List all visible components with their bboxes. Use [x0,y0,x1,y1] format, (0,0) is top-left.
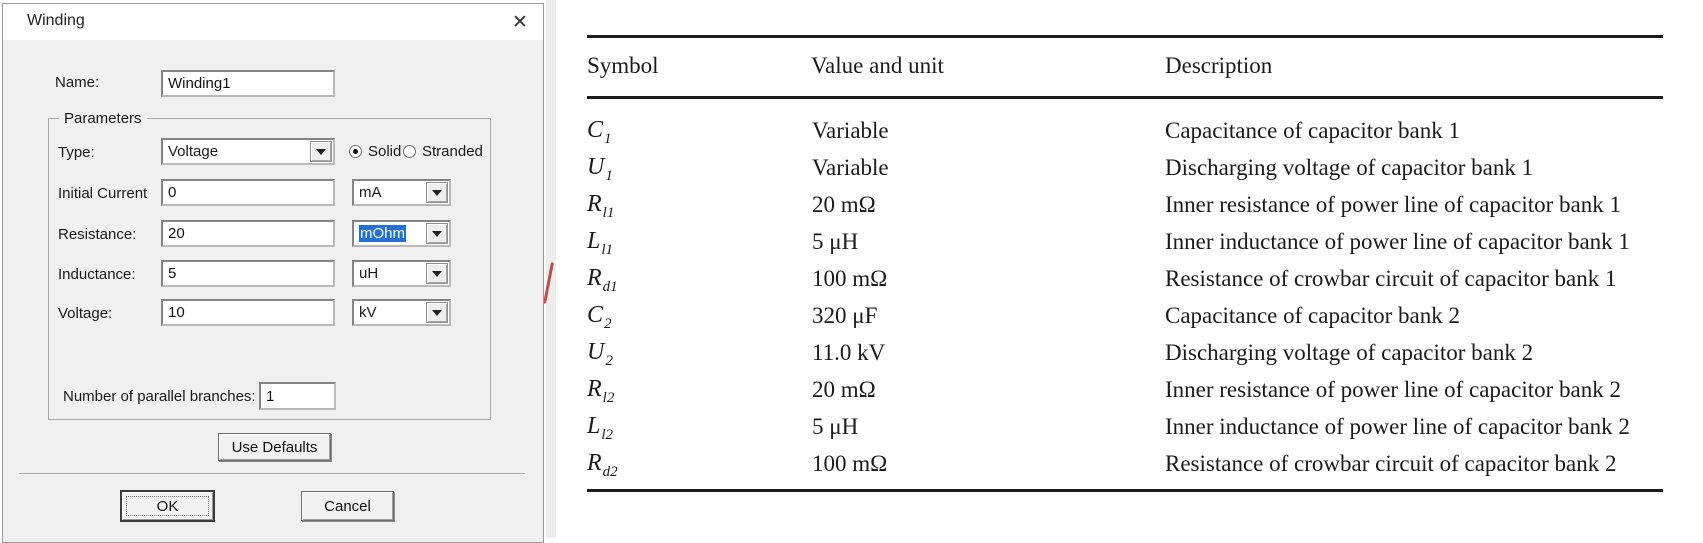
stranded-radio[interactable]: Stranded [403,143,483,160]
inductance-unit-dropdown-button[interactable] [426,263,448,284]
description-cell: Inner inductance of power line of capaci… [1165,229,1630,254]
table-row: U1 Variable Discharging voltage of capacit… [587,149,1697,186]
value-cell: 100 mΩ [812,266,888,291]
value-cell: 320 μF [812,303,878,328]
parallel-branches-input[interactable] [259,382,336,410]
initial-current-unit-select[interactable]: mA [352,179,451,206]
voltage-unit-select[interactable]: kV [352,299,451,326]
name-input[interactable] [161,70,335,97]
dialog-titlebar[interactable]: Winding ✕ [3,4,543,40]
description-cell: Resistance of crowbar circuit of capacit… [1165,266,1617,291]
inductance-label: Inductance: [58,266,136,283]
value-cell: 100 mΩ [812,451,888,476]
initial-current-unit-value: mA [359,184,382,201]
cancel-button[interactable]: Cancel [301,491,394,521]
description-cell: Discharging voltage of capacitor bank 2 [1165,340,1534,365]
type-label: Type: [58,144,95,161]
chevron-down-icon [432,270,442,277]
type-select-value: Voltage [168,143,219,160]
description-cell: Capacitance of capacitor bank 2 [1165,303,1461,328]
symbol-cell: Rd1 [587,265,618,295]
header-value-and-unit: Value and unit [811,53,944,78]
voltage-input[interactable] [161,299,335,326]
description-cell: Inner inductance of power line of capaci… [1165,414,1630,439]
table-row: Ll1 5 μH Inner inductance of power line of… [587,223,1697,260]
description-cell: Inner resistance of power line of capaci… [1165,192,1621,217]
value-cell: 5 μH [812,229,859,254]
chevron-down-icon [432,189,442,196]
resistance-unit-select[interactable]: mOhm [352,220,451,247]
table-rule-bottom [587,489,1663,492]
table-row: Rd1 100 mΩ Resistance of crowbar circuit o… [587,260,1697,297]
use-defaults-button[interactable]: Use Defaults [218,433,331,461]
chevron-down-icon [432,230,442,237]
table-row: Rl2 20 mΩ Inner resistance of power line o… [587,371,1697,408]
parallel-branches-label: Number of parallel branches: [63,388,256,405]
name-label: Name: [55,74,100,91]
voltage-unit-value: kV [359,304,377,321]
chevron-down-icon [316,148,326,155]
table-row: Rd2 100 mΩ Resistance of crowbar circuit o… [587,445,1697,482]
value-cell: Variable [812,155,889,180]
table-row: C2 320 μF Capacitance of capacitor bank 2 [587,297,1697,334]
dialog-title: Winding [27,12,85,29]
chevron-down-icon [432,309,442,316]
resistance-input[interactable] [161,220,335,247]
type-select[interactable]: Voltage [161,138,335,165]
initial-current-unit-dropdown-button[interactable] [426,182,448,203]
table-row: Rl1 20 mΩ Inner resistance of power line o… [587,186,1697,223]
table-row: Ll2 5 μH Inner inductance of power line of… [587,408,1697,445]
voltage-label: Voltage: [58,305,113,322]
table-row: C1 Variable Capacitance of capacitor bank … [587,112,1697,149]
voltage-unit-dropdown-button[interactable] [426,302,448,323]
symbol-cell: Rl2 [587,376,615,406]
table-body: C1 Variable Capacitance of capacitor bank … [587,99,1697,482]
value-cell: 5 μH [812,414,859,439]
close-icon: ✕ [512,11,528,33]
resistance-label: Resistance: [58,226,137,243]
close-button[interactable]: ✕ [503,7,537,37]
initial-current-label: Initial Current [58,185,148,202]
symbol-cell: Ll1 [587,228,614,258]
header-symbol: Symbol [587,53,659,78]
symbol-cell: Ll2 [587,413,614,443]
type-select-dropdown-button[interactable] [310,141,332,162]
solid-radio[interactable]: Solid [349,143,401,160]
ok-button[interactable]: OK [121,491,214,521]
inductance-unit-value: uH [359,265,379,282]
table-row: U2 11.0 kV Discharging voltage of capacito… [587,334,1697,371]
description-cell: Capacitance of capacitor bank 1 [1165,118,1461,143]
resistance-unit-dropdown-button[interactable] [426,223,448,244]
stranded-radio-label: Stranded [422,143,483,160]
value-cell: 20 mΩ [812,192,876,217]
symbol-cell: U2 [587,339,613,369]
parameters-groupbox: Parameters [48,110,491,420]
table-rule-top [587,35,1663,38]
inductance-input[interactable] [161,260,335,287]
value-cell: Variable [812,118,889,143]
description-cell: Discharging voltage of capacitor bank 1 [1165,155,1534,180]
initial-current-input[interactable] [161,179,335,206]
radio-selected-icon[interactable] [349,145,362,158]
dialog-separator [19,473,525,474]
radio-unselected-icon[interactable] [403,145,416,158]
table-rule-header [587,96,1663,99]
symbol-cell: C1 [587,117,612,147]
resistance-unit-value: mOhm [359,225,406,242]
symbol-cell: Rl1 [587,191,615,221]
value-cell: 20 mΩ [812,377,876,402]
parameters-group-label: Parameters [59,110,147,127]
parameter-table: Symbol Value and unit Description C1 Vari… [556,0,1703,538]
header-description: Description [1165,53,1273,78]
symbol-cell: Rd2 [587,450,618,480]
inductance-unit-select[interactable]: uH [352,260,451,287]
symbol-cell: U1 [587,154,613,184]
value-cell: 11.0 kV [812,340,886,365]
symbol-cell: C2 [587,302,612,332]
solid-radio-label: Solid [368,143,402,160]
winding-dialog: Winding ✕ Name: Parameters Type: Voltage… [2,3,544,543]
description-cell: Resistance of crowbar circuit of capacit… [1165,451,1617,476]
description-cell: Inner resistance of power line of capaci… [1165,377,1621,402]
